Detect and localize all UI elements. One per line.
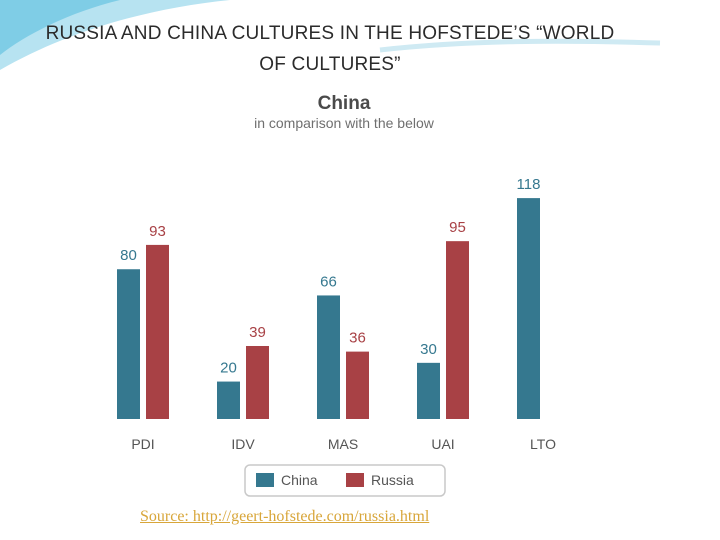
x-tick-label-uai: UAI — [431, 436, 454, 452]
source-link[interactable]: Source: http://geert-hofstede.com/russia… — [140, 508, 430, 525]
data-label-russia-idv: 39 — [249, 324, 266, 341]
data-label-russia-pdi: 93 — [149, 223, 166, 240]
data-label-russia-uai: 95 — [449, 219, 466, 236]
slide-title-line-1: RUSSIA AND CHINA CULTURES IN THE HOFSTED… — [45, 23, 615, 44]
bar-chart: China in comparison with the below 80 93 P… — [117, 93, 556, 497]
legend-swatch-china — [256, 473, 274, 487]
chart-legend: China Russia — [244, 464, 446, 497]
bar-china-idv — [217, 381, 240, 419]
x-tick-label-lto: LTO — [530, 436, 556, 452]
chart-panel: China in comparison with the below 80 93 P… — [90, 82, 590, 502]
x-tick-label-pdi: PDI — [131, 436, 154, 452]
x-tick-label-idv: IDV — [231, 436, 255, 452]
legend-label-russia: Russia — [371, 472, 414, 488]
bar-china-uai — [417, 362, 440, 419]
slide-title: RUSSIA AND CHINA CULTURES IN THE HOFSTED… — [20, 18, 640, 80]
legend-box — [244, 464, 446, 497]
data-label-china-pdi: 80 — [120, 247, 137, 264]
chart-title: China — [318, 93, 371, 114]
bar-china-mas — [317, 295, 340, 419]
corner-swoosh-decoration — [0, 0, 661, 70]
chart-subtitle: in comparison with the below — [254, 115, 435, 131]
bar-china-lto — [517, 198, 540, 419]
data-label-china-uai: 30 — [420, 341, 437, 358]
bar-china-pdi — [117, 269, 140, 419]
x-tick-label-mas: MAS — [328, 436, 358, 452]
bar-russia-pdi — [146, 244, 169, 419]
bar-russia-uai — [446, 241, 469, 419]
data-label-russia-mas: 36 — [349, 330, 366, 347]
data-label-china-lto: 118 — [517, 176, 541, 193]
data-label-china-mas: 66 — [320, 273, 337, 290]
legend-label-china: China — [281, 472, 318, 488]
legend-swatch-russia — [346, 473, 364, 487]
slide-title-line-2: OF CULTURES” — [259, 54, 401, 75]
data-label-china-idv: 20 — [220, 360, 237, 377]
bar-russia-idv — [246, 345, 269, 419]
bar-russia-mas — [346, 351, 369, 419]
